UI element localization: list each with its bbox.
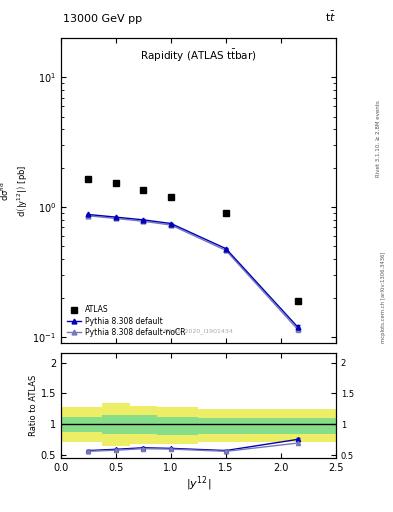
Text: Rivet 3.1.10, ≥ 2.8M events: Rivet 3.1.10, ≥ 2.8M events (376, 100, 380, 177)
Y-axis label: $\mathregular{d\sigma^{fid}}$
$\mathregular{d\left(|y^{12}|\right)}$ [pb]: $\mathregular{d\sigma^{fid}}$ $\mathregu… (0, 165, 29, 217)
Text: t$\bar{t}$: t$\bar{t}$ (325, 9, 336, 24)
X-axis label: $|y^{12}|$: $|y^{12}|$ (186, 475, 211, 493)
Y-axis label: Ratio to ATLAS: Ratio to ATLAS (29, 375, 38, 436)
Legend: ATLAS, Pythia 8.308 default, Pythia 8.308 default-noCR: ATLAS, Pythia 8.308 default, Pythia 8.30… (65, 303, 187, 339)
Text: ATLAS_2020_I1901434: ATLAS_2020_I1901434 (163, 328, 234, 334)
Text: mcplots.cern.ch [arXiv:1306.3436]: mcplots.cern.ch [arXiv:1306.3436] (381, 251, 386, 343)
Text: Rapidity (ATLAS t$\bar{\mathrm{t}}$bar): Rapidity (ATLAS t$\bar{\mathrm{t}}$bar) (140, 48, 257, 63)
Text: 13000 GeV pp: 13000 GeV pp (63, 13, 142, 24)
